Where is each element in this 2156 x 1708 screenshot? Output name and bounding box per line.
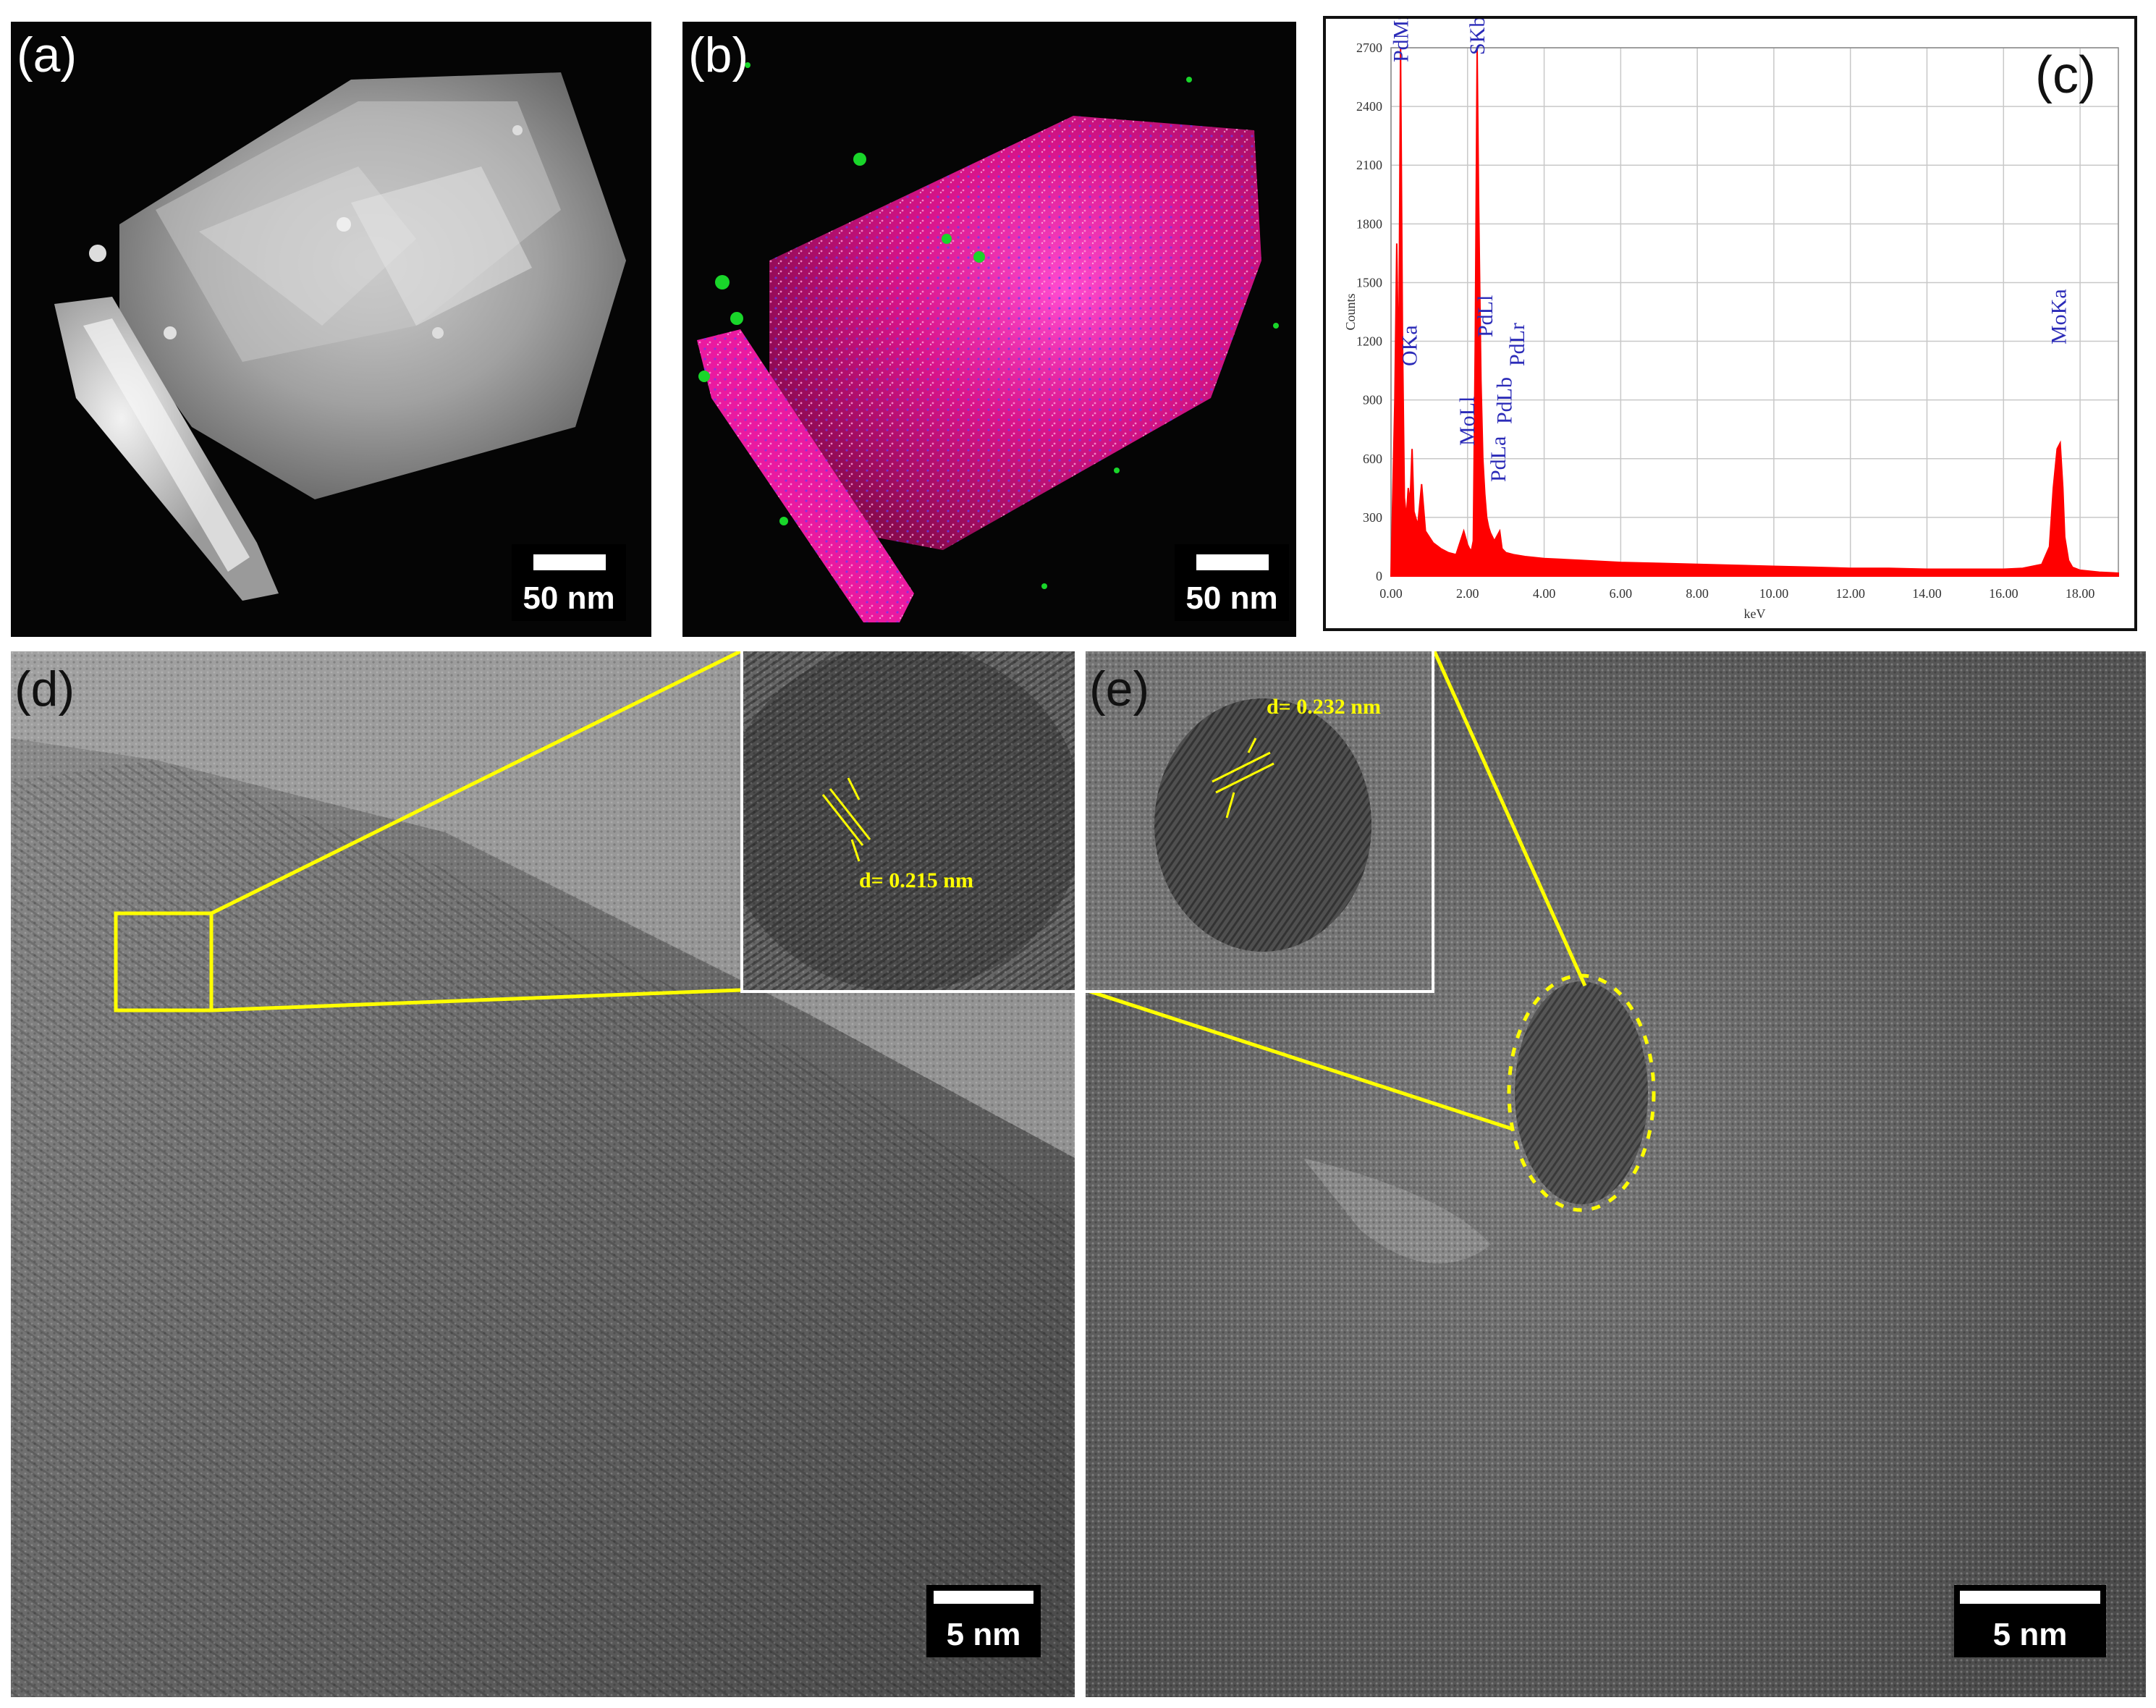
y-tick-label: 1200 <box>1356 334 1382 349</box>
panel-label-e: (e) <box>1089 661 1150 716</box>
scale-bar-d: 5 nm <box>926 1585 1041 1657</box>
panel-a: (a) 50 nm <box>11 22 651 637</box>
zoom-box-d <box>114 911 214 1012</box>
x-tick-label: 14.00 <box>1912 586 1942 601</box>
y-axis-label: Counts <box>1343 293 1358 330</box>
peak-label: PdLa <box>1487 436 1510 482</box>
y-tick-label: 300 <box>1363 510 1382 525</box>
eds-spectrum-chart: 0.00 2.00 4.00 6.00 8.00 10.00 12.00 14.00 16.00… <box>1343 19 2119 621</box>
panel-label-a: (a) <box>17 28 77 83</box>
y-tick-label: 0 <box>1376 569 1382 583</box>
hrtem-image-d <box>11 651 1075 1697</box>
x-tick-label: 2.00 <box>1456 586 1479 601</box>
eds-map-image <box>697 62 1279 622</box>
plot-frame <box>1390 47 2119 577</box>
panel-c: 0.00 2.00 4.00 6.00 8.00 10.00 12.00 14.00 16.00… <box>1323 16 2137 631</box>
scale-bar-a: 50 nm <box>512 544 626 621</box>
inset-d: d= 0.215 nm <box>740 651 1075 993</box>
peak-label: PdMz <box>1389 19 1413 62</box>
peak-label: PdLl <box>1474 295 1497 337</box>
x-axis-label: keV <box>1744 606 1766 621</box>
x-tick-label: 8.00 <box>1686 586 1709 601</box>
y-tick-label: 900 <box>1363 393 1382 407</box>
panel-e: d= 0.232 nm (e) 5 nm <box>1086 651 2146 1697</box>
y-tick-label: 2400 <box>1356 99 1382 114</box>
y-tick-label: 1800 <box>1356 216 1382 231</box>
y-tick-label: 1500 <box>1356 275 1382 289</box>
x-tick-label: 10.00 <box>1759 586 1789 601</box>
scale-bar-a-label: 50 nm <box>523 580 615 616</box>
peak-label: SKb MoLb MoLa SKa <box>1466 19 1489 55</box>
y-tick-label: 600 <box>1363 452 1382 466</box>
x-tick-label: 18.00 <box>2066 586 2095 601</box>
scale-bar-b-label: 50 nm <box>1185 580 1278 616</box>
peak-label: PdLr <box>1505 323 1529 366</box>
peak-label: PdLb <box>1493 377 1517 424</box>
inset-d-spacing-label: d= 0.215 nm <box>859 868 973 892</box>
inset-e: d= 0.232 nm <box>1086 651 1434 993</box>
panel-d: (d) d= 0.215 nm 5 nm <box>11 651 1075 1697</box>
panel-label-c: (c) <box>2035 46 2096 104</box>
peak-label: MoLl <box>1455 397 1479 446</box>
scale-bar-e: 5 nm <box>1954 1585 2106 1657</box>
inset-e-spacing-label: d= 0.232 nm <box>1267 695 1381 719</box>
spectrum-series <box>1390 47 2119 577</box>
y-tick-label: 2700 <box>1356 41 1382 55</box>
peak-label: OKa <box>1398 325 1422 366</box>
panel-label-d: (d) <box>14 661 75 716</box>
x-tick-label: 12.00 <box>1835 586 1865 601</box>
x-tick-label: 4.00 <box>1533 586 1556 601</box>
x-tick-label: 16.00 <box>1989 586 2018 601</box>
haadf-image <box>54 72 626 601</box>
scale-bar-d-label: 5 nm <box>946 1617 1021 1652</box>
scale-bar-e-label: 5 nm <box>1992 1617 2068 1652</box>
panel-label-b: (b) <box>688 28 749 83</box>
x-tick-label: 6.00 <box>1610 586 1633 601</box>
x-tick-label: 0.00 <box>1379 586 1403 601</box>
scale-bar-b: 50 nm <box>1175 544 1289 621</box>
peak-label: MoKa <box>2047 289 2071 344</box>
panel-b: (b) 50 nm <box>682 22 1296 637</box>
y-tick-label: 2100 <box>1356 158 1382 172</box>
